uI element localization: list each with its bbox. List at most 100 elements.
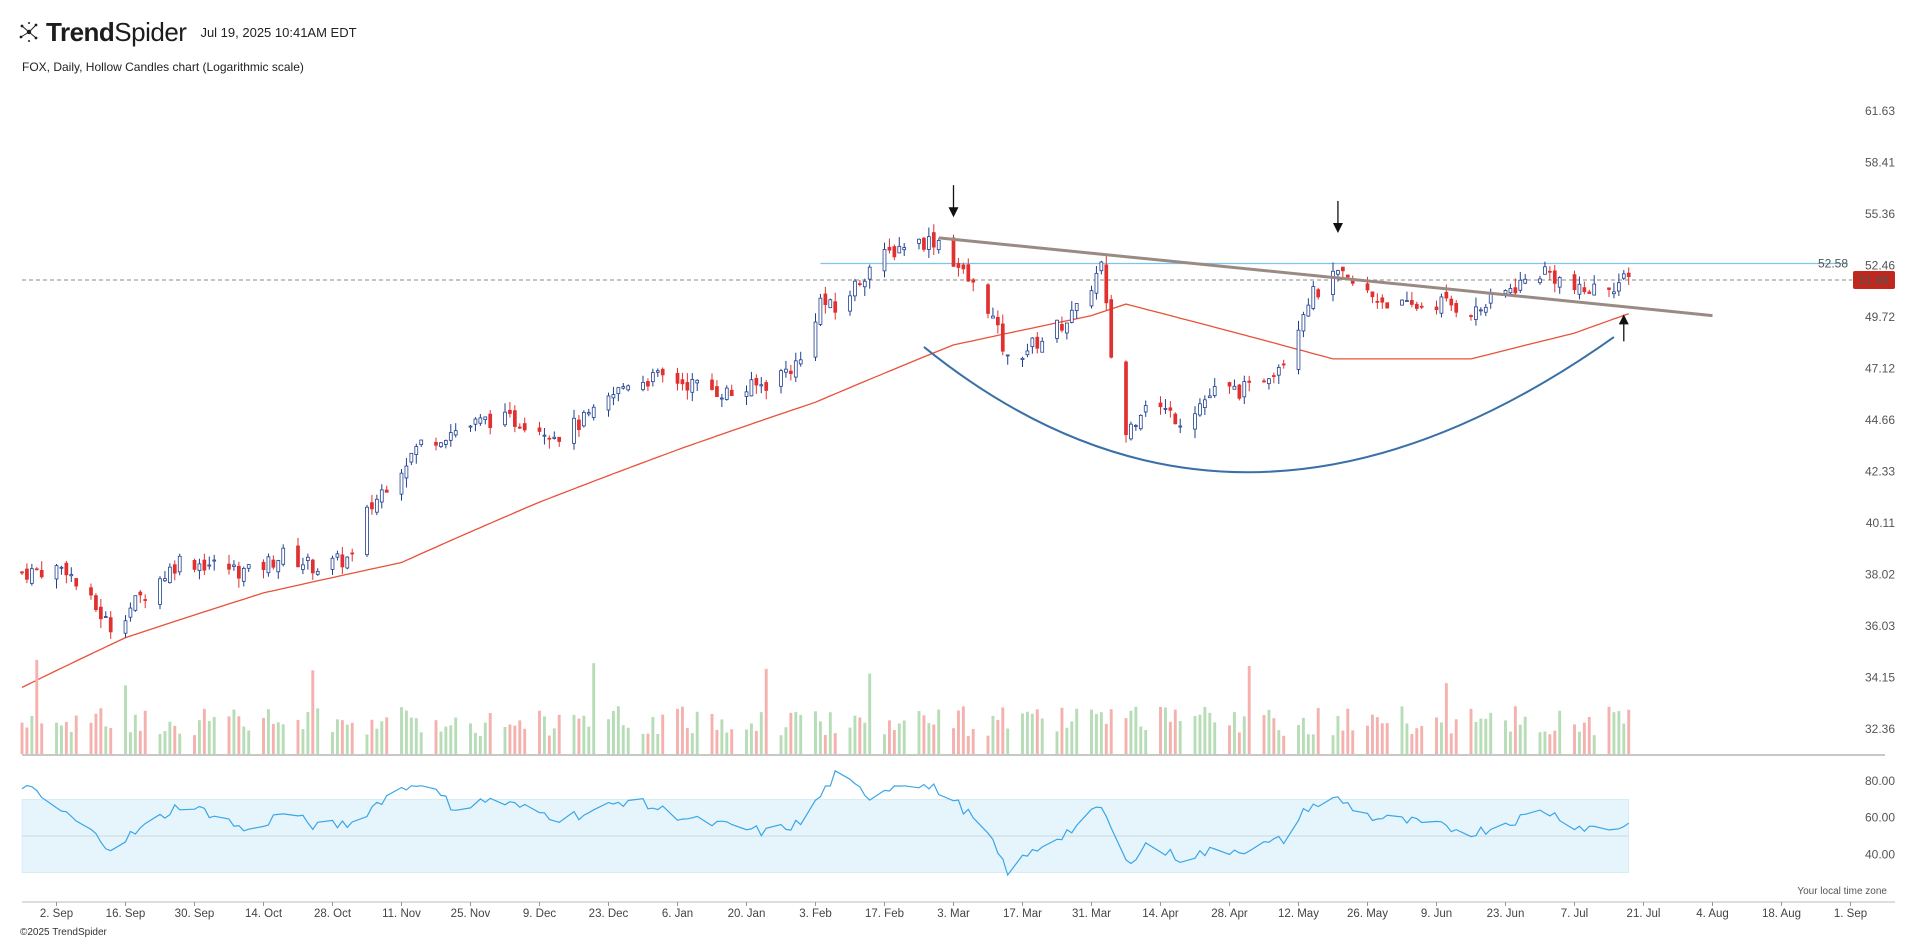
candle-up [606, 395, 611, 411]
candle-up [444, 440, 448, 445]
candle-down [961, 264, 966, 270]
candle-up [621, 386, 626, 389]
volume-bar [1301, 717, 1305, 754]
rsi-line [21, 769, 1630, 877]
volume-bar [1573, 724, 1576, 754]
volume-bar [1346, 708, 1350, 754]
candle-up [59, 566, 64, 569]
candle-up [582, 412, 586, 427]
volume-bar [104, 726, 108, 754]
candle-down [557, 436, 562, 442]
price-axis-label: 58.41 [1865, 156, 1895, 170]
candle-down [547, 437, 552, 440]
volume-bar [853, 715, 857, 754]
candle-up [591, 406, 596, 418]
candle-up [1400, 299, 1404, 306]
candle-down [680, 379, 685, 385]
candle-up [655, 370, 660, 373]
volume-bar [1025, 711, 1029, 754]
candle-up [1203, 399, 1207, 408]
volume-bar [1479, 718, 1483, 754]
volume-bar [503, 726, 507, 754]
date-axis-label: 12. May [1278, 908, 1319, 920]
candle-up [1577, 283, 1582, 295]
candle-up [641, 381, 645, 391]
candle-down [675, 372, 680, 384]
candle-down [384, 489, 389, 493]
volume-bar [1297, 724, 1300, 754]
volume-bar [1351, 730, 1355, 754]
date-axis-label: 25. Nov [451, 908, 491, 920]
sma-line [21, 303, 1629, 688]
candle-down [931, 232, 936, 248]
candle-up [1065, 322, 1069, 334]
volume-bar [227, 716, 231, 754]
candle-down [434, 441, 438, 446]
candle-up [991, 315, 995, 319]
volume-bar [69, 731, 73, 754]
candle-up [813, 321, 818, 358]
volume-bar [55, 722, 58, 754]
candle-up [1483, 306, 1488, 313]
date-axis-label: 4. Aug [1696, 908, 1729, 920]
volume-bar [1094, 714, 1098, 754]
volume-bar [794, 712, 798, 754]
candle-up [177, 555, 182, 573]
candle-up [1331, 270, 1335, 295]
volume-bar [124, 685, 127, 754]
candle-up [1094, 272, 1099, 294]
price-axis-label: 49.72 [1865, 310, 1895, 324]
up-arrow-icon [1618, 314, 1629, 325]
volume-bar [917, 711, 921, 754]
candle-up [1474, 306, 1478, 320]
candle-up [749, 379, 754, 397]
volume-bar [385, 717, 389, 754]
date-axis-label: 28. Oct [314, 908, 352, 920]
volume-bar [1040, 718, 1044, 754]
candle-down [172, 564, 177, 574]
candle-down [1626, 272, 1631, 277]
candle-up [1503, 290, 1508, 294]
candle-down [271, 559, 276, 568]
candle-down [89, 587, 93, 596]
volume-bar [966, 735, 970, 754]
volume-bar [952, 728, 955, 754]
candle-up [335, 553, 340, 558]
candle-down [310, 559, 315, 574]
volume-bar [1129, 710, 1133, 754]
candle-down [660, 368, 665, 376]
date-axis-label: 31. Mar [1072, 908, 1111, 920]
candle-up [818, 297, 823, 325]
volume-bar [247, 730, 251, 754]
volume-bar [1454, 719, 1458, 754]
candle-down [1345, 274, 1350, 278]
volume-bar [937, 709, 941, 754]
volume-bar [197, 720, 201, 754]
candle-down [227, 563, 231, 570]
volume-bar [1247, 665, 1251, 754]
timestamp: Jul 19, 2025 10:41AM EDT [200, 24, 357, 40]
volume-bar [202, 708, 206, 754]
date-axis-label: 3. Mar [937, 908, 970, 920]
candle-up [1138, 414, 1143, 430]
candle-up [690, 378, 695, 393]
candle-up [744, 391, 749, 397]
volume-bar [927, 723, 931, 754]
volume-bar [473, 732, 477, 754]
candle-up [1543, 266, 1547, 275]
volume-bar [1065, 727, 1069, 754]
date-axis-label: 9. Dec [523, 908, 556, 920]
candle-down [296, 545, 300, 568]
volume-bar [1262, 715, 1266, 754]
volume-bar [552, 728, 556, 754]
volume-bar [887, 720, 891, 754]
candle-up [453, 430, 458, 436]
date-axis-label: 7. Jul [1561, 908, 1589, 920]
volume-bar [99, 708, 103, 754]
candle-up [651, 372, 655, 383]
volume-bar [1484, 718, 1488, 754]
date-axis-label: 21. Jul [1627, 908, 1661, 920]
rsi-axis-label: 40.00 [1865, 847, 1895, 861]
candle-up [1025, 350, 1030, 356]
